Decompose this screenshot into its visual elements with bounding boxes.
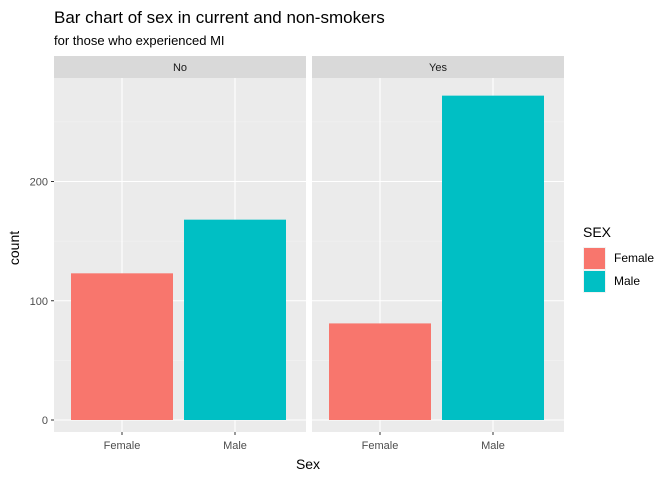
bar-no-female	[71, 273, 173, 420]
x-axis-title: Sex	[296, 456, 320, 472]
legend-label-female: Female	[614, 251, 654, 265]
x-tick-label: Female	[362, 440, 399, 452]
bar-no-male	[184, 219, 286, 420]
facet-label: Yes	[429, 62, 447, 74]
facet-panels: No Female Male Yes Female Male 0 100 200	[30, 56, 564, 452]
facet-panel-no: No Female Male	[54, 56, 306, 452]
y-tick-label: 0	[42, 415, 48, 427]
y-axis-title: count	[6, 231, 22, 265]
facet-strip	[312, 56, 564, 78]
y-tick-label: 200	[30, 177, 48, 189]
legend-label-male: Male	[614, 274, 640, 288]
legend-swatch-female	[584, 248, 605, 269]
facet-label: No	[173, 62, 187, 74]
legend-swatch-male	[584, 271, 605, 292]
facet-strip	[54, 56, 306, 78]
bar-yes-male	[442, 95, 544, 420]
facet-panel-yes: Yes Female Male	[312, 56, 564, 452]
x-tick-label: Female	[104, 440, 141, 452]
chart-title: Bar chart of sex in current and non-smok…	[54, 8, 385, 27]
y-tick-label: 100	[30, 296, 48, 308]
chart-subtitle: for those who experienced MI	[54, 33, 225, 48]
bar-yes-female	[329, 323, 431, 420]
x-tick-label: Male	[481, 440, 505, 452]
y-axis: 0 100 200	[30, 177, 54, 427]
legend: SEX Female Male	[583, 224, 654, 293]
legend-title: SEX	[583, 224, 612, 240]
x-tick-label: Male	[223, 440, 247, 452]
